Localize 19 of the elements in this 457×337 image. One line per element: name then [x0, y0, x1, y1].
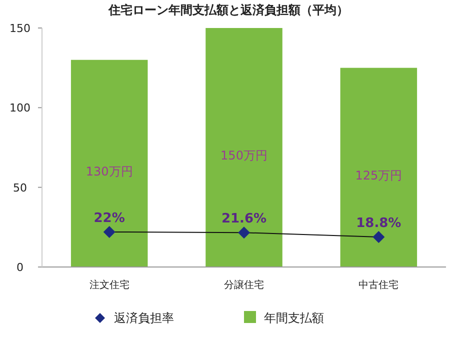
legend-label: 返済負担率: [114, 311, 174, 325]
y-tick-label: 0: [16, 261, 24, 274]
x-tick-label: 中古住宅: [358, 279, 399, 291]
data-label: 21.6%: [221, 212, 267, 227]
data-label: 18.8%: [356, 216, 402, 232]
y-tick-label: 150: [10, 22, 30, 35]
bar: [206, 28, 282, 267]
y-tick-label: 100: [10, 102, 30, 115]
y-tick-label: 50: [13, 181, 27, 194]
data-label: 130万円: [86, 164, 133, 178]
data-label: 22%: [94, 210, 125, 226]
x-tick-label: 分譲住宅: [224, 279, 264, 291]
bar: [70, 60, 148, 267]
x-tick-label: 注文住宅: [89, 279, 130, 291]
bar: [340, 68, 418, 267]
data-label: 125万円: [355, 168, 402, 182]
chart-title: 住宅ローン年間支払額と返済負担額（平均）: [108, 3, 348, 17]
legend-label: 年間支払額: [264, 311, 324, 325]
data-label: 150万円: [220, 148, 268, 162]
